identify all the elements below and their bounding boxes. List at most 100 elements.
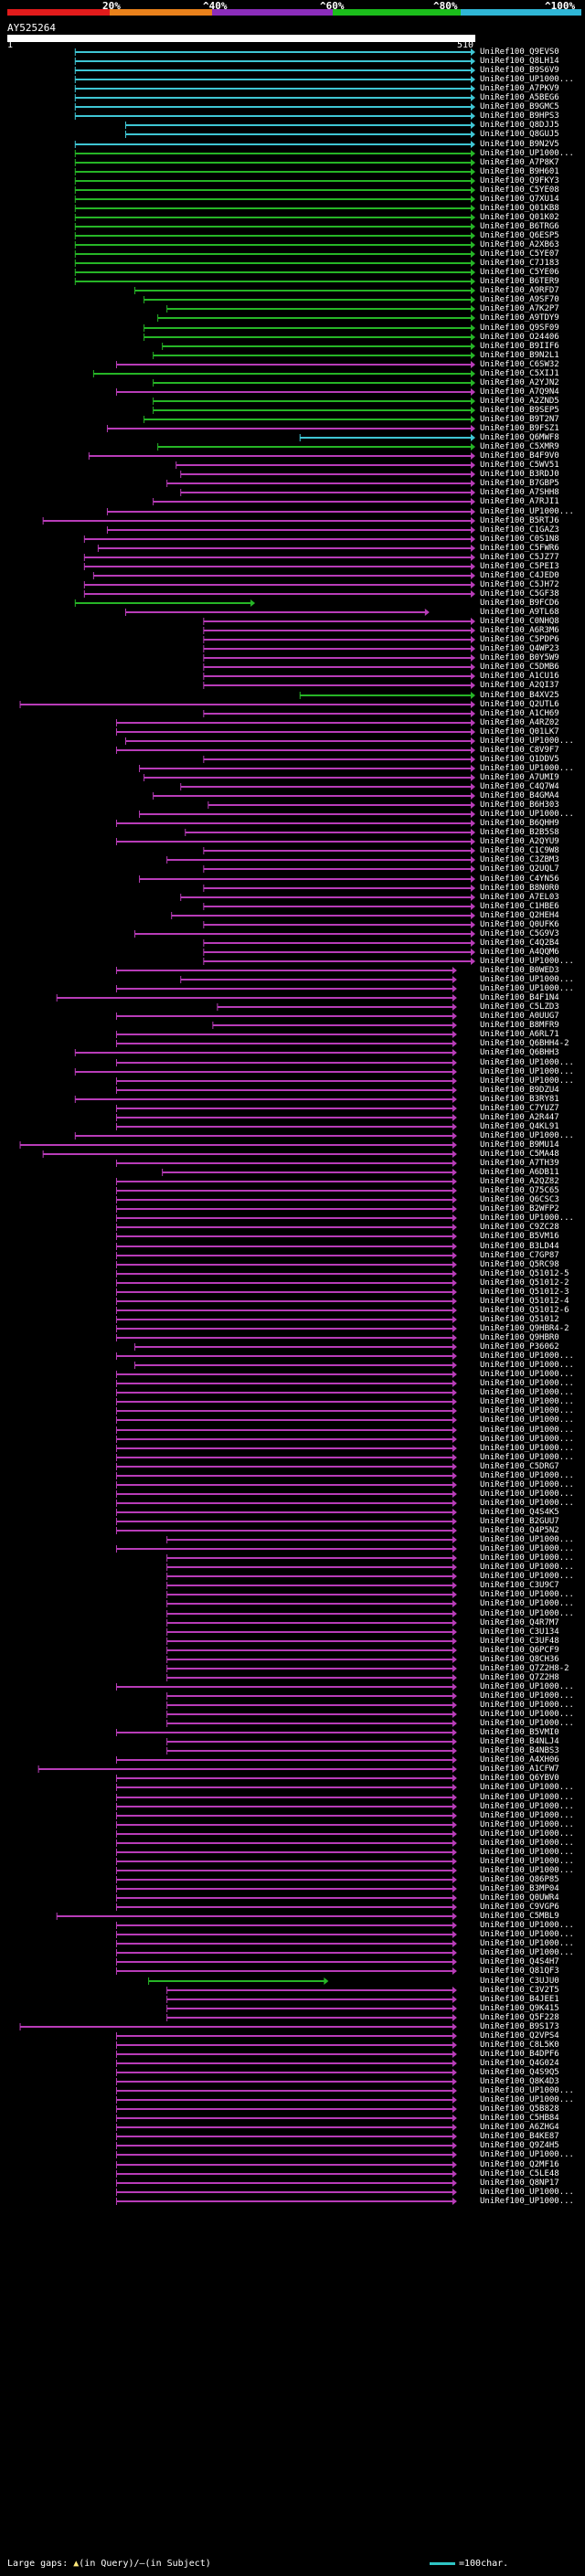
hit-row[interactable]: UniRef100_UP1000... (0, 1453, 585, 1462)
hit-label[interactable]: UniRef100_UP1000... (480, 1406, 574, 1416)
hit-row[interactable]: UniRef100_UP1000... (0, 1553, 585, 1563)
hit-row[interactable]: UniRef100_Q81QF3 (0, 1966, 585, 1976)
hit-row[interactable]: UniRef100_Q51012-3 (0, 1288, 585, 1297)
hit-label[interactable]: UniRef100_A7UMI9 (480, 772, 559, 782)
hit-row[interactable]: UniRef100_Q8K4D3 (0, 2077, 585, 2086)
hit-row[interactable]: UniRef100_UP1000... (0, 1058, 585, 1067)
hit-label[interactable]: UniRef100_UP1000... (480, 1379, 574, 1389)
hit-row[interactable]: UniRef100_Q6PCF9 (0, 1646, 585, 1655)
hit-row[interactable]: UniRef100_UP1000... (0, 1939, 585, 1948)
hit-row[interactable]: UniRef100_C5YE07 (0, 249, 585, 259)
hit-label[interactable]: UniRef100_Q2VPS4 (480, 2030, 559, 2041)
hit-label[interactable]: UniRef100_Q1DDV5 (480, 754, 559, 764)
hit-row[interactable]: UniRef100_Q01K02 (0, 213, 585, 222)
hit-row[interactable]: UniRef100_B2WFP2 (0, 1204, 585, 1214)
hit-row[interactable]: UniRef100_UP1000... (0, 1397, 585, 1406)
hit-row[interactable]: UniRef100_Q4S9Q5 (0, 2068, 585, 2077)
hit-row[interactable]: UniRef100_UP1000... (0, 507, 585, 516)
hit-label[interactable]: UniRef100_Q8CH36 (480, 1654, 559, 1664)
hit-row[interactable]: UniRef100_UP1000... (0, 764, 585, 773)
hit-row[interactable]: UniRef100_UP1000... (0, 1214, 585, 1223)
hit-label[interactable]: UniRef100_A0UUG7 (480, 1012, 559, 1022)
hit-label[interactable]: UniRef100_B5RTJ6 (480, 515, 559, 525)
hit-row[interactable]: UniRef100_B9S173 (0, 2022, 585, 2031)
hit-label[interactable]: UniRef100_UP1000... (480, 1130, 574, 1140)
hit-row[interactable]: UniRef100_A6ZHG4 (0, 2123, 585, 2132)
hit-label[interactable]: UniRef100_A1CH69 (480, 708, 559, 718)
hit-label[interactable]: UniRef100_UP1000... (480, 1361, 574, 1371)
hit-label[interactable]: UniRef100_C0S1N8 (480, 534, 559, 544)
hit-row[interactable]: UniRef100_A7RJI1 (0, 497, 585, 506)
hit-row[interactable]: UniRef100_Q9EVS0 (0, 48, 585, 57)
hit-row[interactable]: UniRef100_C5XMR9 (0, 442, 585, 451)
hit-label[interactable]: UniRef100_C5MBL9 (480, 1912, 559, 1922)
hit-label[interactable]: UniRef100_Q8K4D3 (480, 2077, 559, 2087)
hit-row[interactable]: UniRef100_C7GP87 (0, 1251, 585, 1260)
hit-label[interactable]: UniRef100_UP1000... (480, 1057, 574, 1067)
hit-label[interactable]: UniRef100_UP1000... (480, 1498, 574, 1508)
hit-label[interactable]: UniRef100_Q51012-2 (480, 1277, 569, 1288)
hit-row[interactable]: UniRef100_UP1000... (0, 1793, 585, 1802)
hit-row[interactable]: UniRef100_A2XB63 (0, 240, 585, 249)
hit-row[interactable]: UniRef100_UP1000... (0, 1131, 585, 1140)
hit-row[interactable]: UniRef100_Q0UWR4 (0, 1893, 585, 1903)
hit-label[interactable]: UniRef100_B4GMA4 (480, 791, 559, 801)
hit-label[interactable]: UniRef100_Q9HBR0 (480, 1333, 559, 1342)
hit-label[interactable]: UniRef100_B3RDJ0 (480, 470, 559, 480)
hit-row[interactable]: UniRef100_B9IIF6 (0, 342, 585, 351)
hit-label[interactable]: UniRef100_B9S6V9 (480, 66, 559, 76)
hit-row[interactable]: UniRef100_UP1000... (0, 2095, 585, 2104)
hit-row[interactable]: UniRef100_B9SEP5 (0, 406, 585, 415)
hit-row[interactable]: UniRef100_UP1000... (0, 975, 585, 984)
hit-row[interactable]: UniRef100_A1CFW7 (0, 1765, 585, 1774)
hit-label[interactable]: UniRef100_UP1000... (480, 1415, 574, 1426)
hit-row[interactable]: UniRef100_UP1000... (0, 1930, 585, 1939)
hit-row[interactable]: UniRef100_B9S6V9 (0, 66, 585, 75)
hit-label[interactable]: UniRef100_C5WV51 (480, 461, 559, 471)
hit-label[interactable]: UniRef100_C1C9W8 (480, 846, 559, 856)
hit-row[interactable]: UniRef100_B5RTJ6 (0, 516, 585, 525)
hit-row[interactable]: UniRef100_A4RZ02 (0, 718, 585, 727)
hit-row[interactable]: UniRef100_C5DRG7 (0, 1462, 585, 1471)
hit-label[interactable]: UniRef100_Q51012-4 (480, 1296, 569, 1306)
hit-label[interactable]: UniRef100_B6H303 (480, 800, 559, 811)
hit-row[interactable]: UniRef100_C8L5K0 (0, 2041, 585, 2050)
hit-label[interactable]: UniRef100_C5XMR9 (480, 442, 559, 452)
hit-row[interactable]: UniRef100_C4JED0 (0, 571, 585, 580)
hit-row[interactable]: UniRef100_Q2HEH4 (0, 911, 585, 920)
hit-label[interactable]: UniRef100_C6SW32 (480, 359, 559, 369)
hit-row[interactable]: UniRef100_C4Q7W4 (0, 782, 585, 791)
hit-row[interactable]: UniRef100_Q9HBR0 (0, 1333, 585, 1342)
hit-label[interactable]: UniRef100_A2ZND5 (480, 396, 559, 406)
hit-row[interactable]: UniRef100_A9TDY9 (0, 313, 585, 323)
hit-label[interactable]: UniRef100_Q9EVS0 (480, 48, 559, 57)
hit-label[interactable]: UniRef100_C4Q2B4 (480, 938, 559, 948)
hit-row[interactable]: UniRef100_Q6ESP5 (0, 231, 585, 240)
hit-label[interactable]: UniRef100_Q51012 (480, 1314, 559, 1324)
hit-row[interactable]: UniRef100_Q5F228 (0, 2013, 585, 2022)
hit-label[interactable]: UniRef100_UP1000... (480, 2187, 574, 2197)
hit-label[interactable]: UniRef100_A6DB11 (480, 1168, 559, 1178)
hit-row[interactable]: UniRef100_B6H303 (0, 800, 585, 810)
hit-row[interactable]: UniRef100_UP1000... (0, 1609, 585, 1618)
hit-row[interactable]: UniRef100_B4GMA4 (0, 791, 585, 800)
hit-row[interactable]: UniRef100_C5XIJ1 (0, 369, 585, 378)
hit-label[interactable]: UniRef100_B6QHH9 (480, 819, 559, 829)
hit-label[interactable]: UniRef100_B9MU14 (480, 1140, 559, 1150)
hit-label[interactable]: UniRef100_Q0UWR4 (480, 1893, 559, 1903)
hit-label[interactable]: UniRef100_Q9HBR4-2 (480, 1323, 569, 1333)
hit-row[interactable]: UniRef100_A6DB11 (0, 1168, 585, 1177)
hit-row[interactable]: UniRef100_C5JH72 (0, 580, 585, 589)
hit-label[interactable]: UniRef100_Q6BHH4-2 (480, 1039, 569, 1049)
hit-label[interactable]: UniRef100_Q51012-6 (480, 1305, 569, 1315)
hit-row[interactable]: UniRef100_A6R3M6 (0, 626, 585, 635)
hit-row[interactable]: UniRef100_B4F9V0 (0, 451, 585, 461)
hit-row[interactable]: UniRef100_C5GF38 (0, 589, 585, 599)
hit-row[interactable]: UniRef100_A5BEG6 (0, 93, 585, 102)
hit-label[interactable]: UniRef100_B6TRG6 (480, 221, 559, 231)
hit-row[interactable]: UniRef100_UP1000... (0, 2086, 585, 2095)
hit-label[interactable]: UniRef100_C3U9C7 (480, 1581, 559, 1591)
hit-label[interactable]: UniRef100_C5GF38 (480, 588, 559, 599)
hit-label[interactable]: UniRef100_B9H601 (480, 166, 559, 176)
hit-label[interactable]: UniRef100_C9VGP6 (480, 1903, 559, 1913)
